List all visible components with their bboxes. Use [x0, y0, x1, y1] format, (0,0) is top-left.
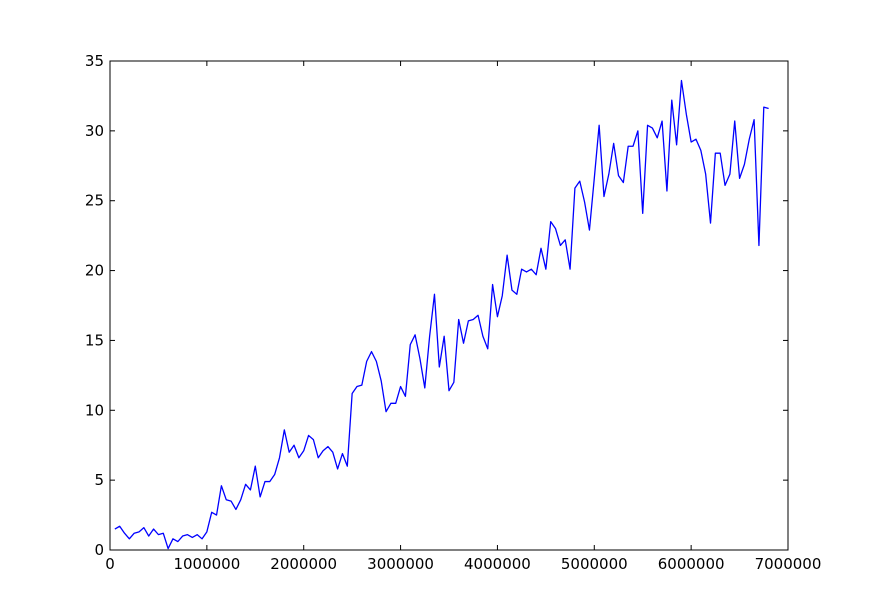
tick-labels: 0 1000000 2000000 3000000 4000000 5000000 6000…	[85, 52, 822, 573]
plot-area	[110, 61, 788, 550]
y-tick-label-6: 30	[85, 122, 104, 140]
y-tick-label-5: 25	[85, 192, 104, 210]
series-layer	[114, 79, 769, 550]
x-tick-label-6: 6000000	[658, 555, 725, 573]
y-tick-label-3: 15	[85, 331, 104, 349]
x-tick-label-2: 2000000	[270, 555, 337, 573]
x-tick-label-0: 0	[105, 555, 115, 573]
series-line-0	[114, 79, 769, 550]
x-tick-label-5: 5000000	[561, 555, 628, 573]
x-tick-label-3: 3000000	[367, 555, 434, 573]
x-tick-label-4: 4000000	[464, 555, 531, 573]
x-tick-label-7: 7000000	[755, 555, 822, 573]
y-tick-label-0: 0	[94, 541, 104, 559]
plot-frame	[109, 60, 789, 551]
y-tick-label-1: 5	[94, 471, 104, 489]
x-tick-label-1: 1000000	[173, 555, 240, 573]
y-tick-label-2: 10	[85, 401, 104, 419]
y-tick-label-4: 20	[85, 262, 104, 280]
y-tick-label-7: 35	[85, 52, 104, 70]
